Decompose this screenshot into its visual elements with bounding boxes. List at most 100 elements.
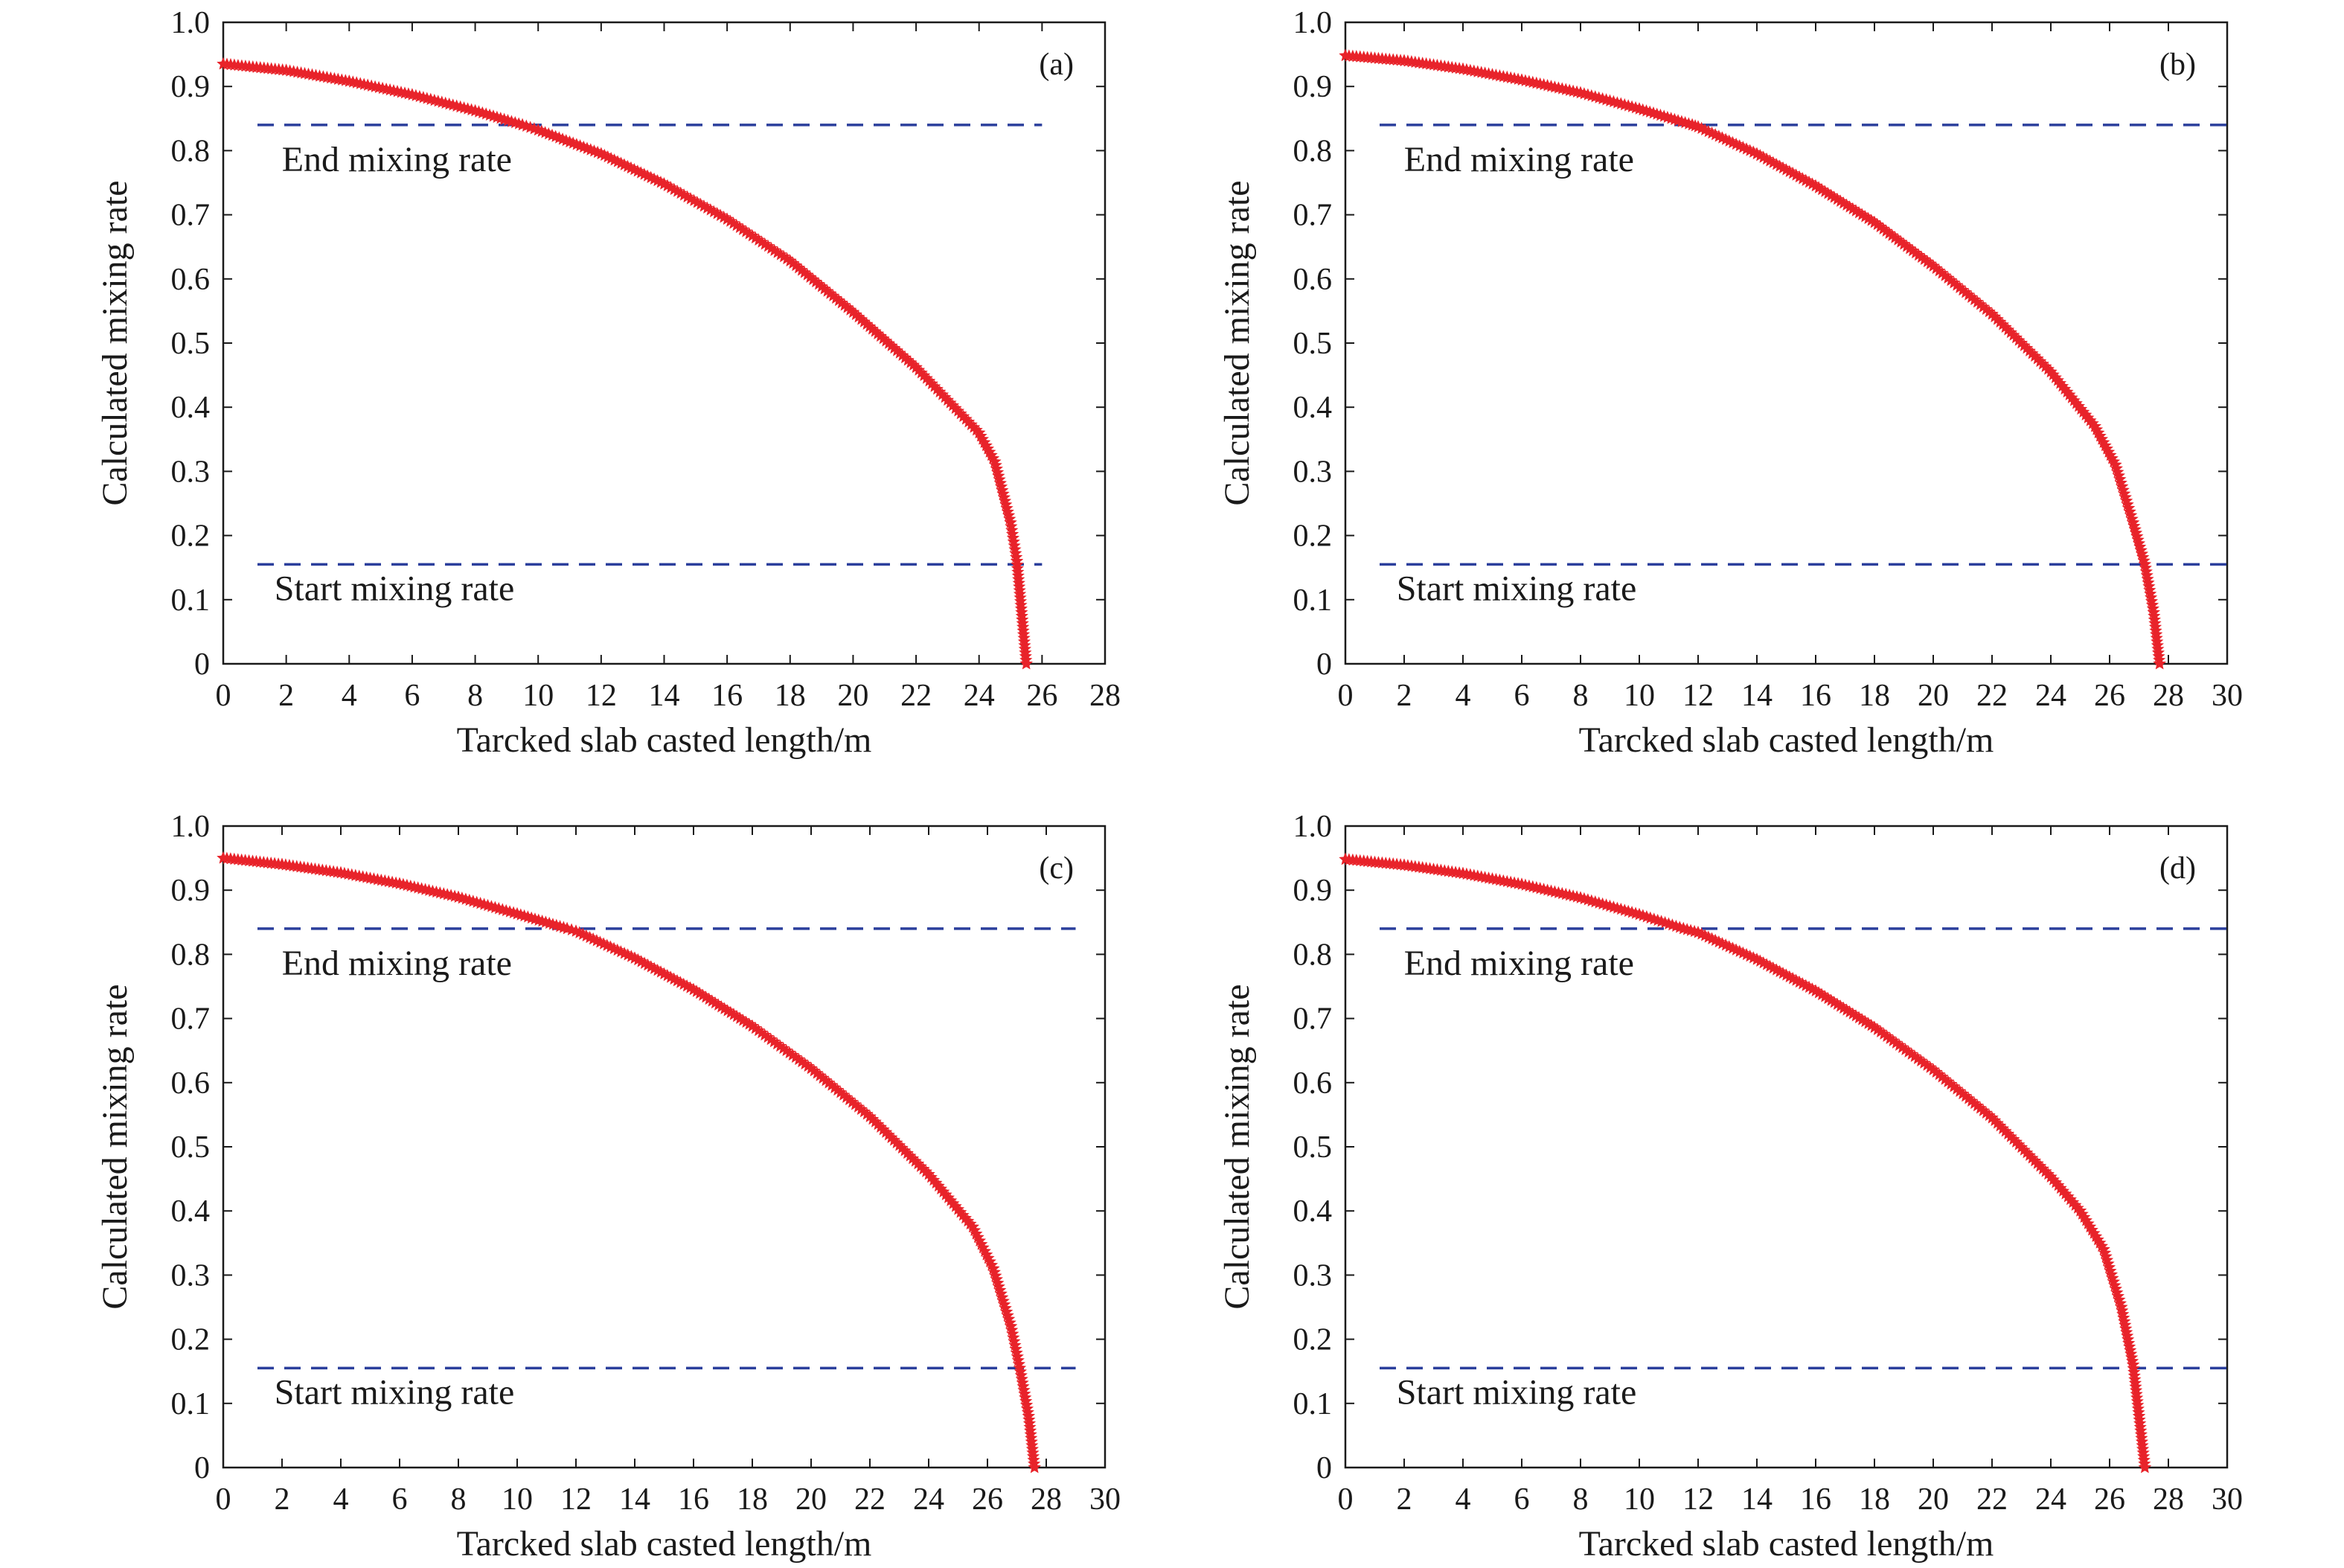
end-mixing-rate-label: End mixing rate <box>282 140 512 179</box>
x-tick-label: 28 <box>1031 1482 1062 1517</box>
chart-panel-d: 0 2 4 6 8 10 12 14 16 18 20 22 24 26 28 3000.10.20.30.4… <box>1217 810 2243 1564</box>
y-tick-label: 0.5 <box>1293 327 1333 361</box>
x-tick-label: 30 <box>1089 1482 1121 1517</box>
data-point <box>973 426 986 438</box>
end-mixing-rate-label: End mixing rate <box>1404 140 1634 179</box>
data-point <box>922 1168 935 1180</box>
y-tick-label: 0.8 <box>171 938 211 972</box>
data-point <box>863 1110 877 1122</box>
data-point <box>804 1061 818 1075</box>
x-tick-label: 2 <box>275 1482 290 1517</box>
x-tick-label: 22 <box>854 1482 886 1517</box>
data-point <box>687 982 700 996</box>
x-tick-label: 28 <box>2153 1482 2184 1517</box>
plot-frame <box>222 825 1107 1469</box>
y-tick-label: 0.5 <box>171 327 211 361</box>
data-point <box>1677 921 1690 935</box>
x-tick-label: 26 <box>2094 1482 2125 1517</box>
x-tick-label: 10 <box>1624 1482 1655 1517</box>
data-point <box>846 305 859 318</box>
y-tick-label: 0.9 <box>171 70 211 104</box>
data-point <box>1985 307 1999 320</box>
x-axis-title: Tarcked slab casted length/m <box>457 1524 872 1564</box>
data-point <box>2138 1461 2151 1473</box>
data-point <box>1515 73 1528 86</box>
x-tick-label: 20 <box>1918 679 1949 713</box>
plot-frame <box>1344 21 2229 665</box>
data-point <box>987 1261 1000 1275</box>
x-tick-label: 12 <box>586 679 617 713</box>
data-point <box>217 57 230 70</box>
data-point <box>531 123 545 136</box>
y-tick-label: 0.2 <box>1293 1323 1333 1357</box>
y-tick-label: 1.0 <box>1293 6 1333 40</box>
x-tick-label: 24 <box>964 679 995 713</box>
y-tick-label: 0.7 <box>1293 199 1333 233</box>
plot-frame <box>1344 825 2229 1469</box>
data-point <box>1574 891 1587 903</box>
data-point <box>1397 54 1411 66</box>
x-tick-label: 12 <box>1682 1482 1714 1517</box>
x-tick-label: 2 <box>278 679 294 713</box>
data-point <box>1750 953 1764 965</box>
y-tick-label: 0.8 <box>1293 134 1333 168</box>
y-tick-label: 0 <box>1316 647 1332 682</box>
y-tick-label: 0.1 <box>171 1387 211 1421</box>
data-point <box>1397 858 1411 871</box>
y-tick-label: 0.5 <box>1293 1130 1333 1165</box>
data-point <box>393 877 406 889</box>
data-point <box>1574 86 1587 99</box>
data-point <box>1809 984 1822 996</box>
data-point <box>1004 516 1017 528</box>
x-tick-label: 8 <box>451 1482 467 1517</box>
x-tick-label: 8 <box>467 679 483 713</box>
data-point <box>2147 606 2160 618</box>
data-point <box>1005 1319 1018 1332</box>
y-tick-label: 0.6 <box>171 263 211 297</box>
data-point <box>595 147 608 159</box>
data-point <box>746 1019 759 1032</box>
x-tick-label: 6 <box>404 679 420 713</box>
panel-label: (c) <box>1039 851 1074 886</box>
data-point <box>1868 215 1881 228</box>
panel-label: (a) <box>1039 48 1074 82</box>
y-tick-label: 0 <box>194 1451 210 1485</box>
x-tick-label: 6 <box>392 1482 408 1517</box>
y-tick-label: 0.7 <box>171 1002 211 1037</box>
y-tick-label: 0.8 <box>171 134 211 168</box>
data-point <box>2088 420 2101 432</box>
data-point <box>516 118 529 131</box>
data-point <box>2132 1409 2146 1422</box>
data-point <box>909 360 923 373</box>
y-tick-label: 0.6 <box>171 1066 211 1101</box>
y-tick-label: 0.2 <box>1293 519 1333 554</box>
data-point <box>1022 1409 1035 1422</box>
data-point <box>2044 1170 2058 1183</box>
data-point <box>1985 1111 1999 1124</box>
data-point <box>2044 365 2058 378</box>
x-tick-label: 12 <box>1682 679 1714 713</box>
data-point <box>1339 852 1352 865</box>
y-tick-label: 0 <box>1316 1451 1332 1485</box>
data-point <box>2127 516 2140 528</box>
x-tick-label: 10 <box>522 679 554 713</box>
y-tick-label: 1.0 <box>171 810 211 844</box>
x-tick-label: 10 <box>502 1482 533 1517</box>
x-axis-title: Tarcked slab casted length/m <box>457 720 872 760</box>
x-tick-label: 8 <box>1573 679 1589 713</box>
x-tick-label: 22 <box>1976 679 2008 713</box>
data-point <box>1339 48 1352 62</box>
y-axis-title: Calculated mixing rate <box>95 984 135 1309</box>
y-tick-label: 0 <box>194 647 210 682</box>
data-point <box>2109 458 2122 471</box>
panel-label: (d) <box>2159 851 2196 886</box>
data-point <box>2115 1300 2128 1313</box>
data-point <box>1456 866 1470 880</box>
x-tick-label: 24 <box>2035 679 2066 713</box>
data-point <box>628 951 641 964</box>
y-tick-label: 0.3 <box>1293 1258 1333 1293</box>
y-tick-label: 0.7 <box>171 199 211 233</box>
start-mixing-rate-label: Start mixing rate <box>275 569 515 608</box>
data-point <box>406 88 419 100</box>
x-tick-label: 18 <box>1859 679 1890 713</box>
